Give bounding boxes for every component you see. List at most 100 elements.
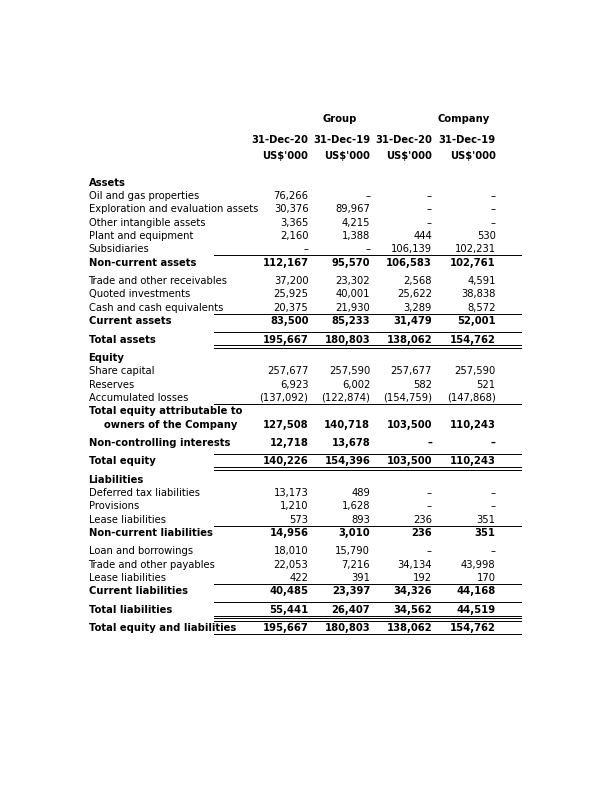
Text: 37,200: 37,200 [274, 276, 308, 286]
Text: Non-controlling interests: Non-controlling interests [88, 438, 230, 448]
Text: 140,226: 140,226 [263, 456, 308, 466]
Text: 192: 192 [413, 573, 432, 583]
Text: 6,923: 6,923 [280, 379, 308, 390]
Text: 52,001: 52,001 [457, 316, 496, 326]
Text: 89,967: 89,967 [335, 204, 370, 215]
Text: 23,397: 23,397 [332, 587, 370, 596]
Text: 351: 351 [477, 515, 496, 525]
Text: Non-current assets: Non-current assets [88, 257, 196, 268]
Text: Trade and other receivables: Trade and other receivables [88, 276, 227, 286]
Text: –: – [427, 204, 432, 215]
Text: 154,762: 154,762 [450, 335, 496, 345]
Text: Reserves: Reserves [88, 379, 134, 390]
Text: Total liabilities: Total liabilities [88, 604, 172, 615]
Text: Current assets: Current assets [88, 316, 171, 326]
Text: 391: 391 [351, 573, 370, 583]
Text: 76,266: 76,266 [273, 191, 308, 201]
Text: 34,326: 34,326 [394, 587, 432, 596]
Text: Current liabilities: Current liabilities [88, 587, 188, 596]
Text: 1,388: 1,388 [342, 231, 370, 241]
Text: 3,010: 3,010 [338, 528, 370, 538]
Text: Total equity and liabilities: Total equity and liabilities [88, 623, 236, 633]
Text: 102,231: 102,231 [454, 245, 496, 254]
Text: 236: 236 [413, 515, 432, 525]
Text: Share capital: Share capital [88, 366, 154, 376]
Text: 22,053: 22,053 [274, 560, 308, 570]
Text: –: – [490, 546, 496, 556]
Text: 12,718: 12,718 [270, 438, 308, 448]
Text: 140,718: 140,718 [324, 420, 370, 429]
Text: 257,590: 257,590 [454, 366, 496, 376]
Text: 44,519: 44,519 [457, 604, 496, 615]
Text: 103,500: 103,500 [386, 420, 432, 429]
Text: 110,243: 110,243 [450, 456, 496, 466]
Text: 530: 530 [477, 231, 496, 241]
Text: 195,667: 195,667 [263, 623, 308, 633]
Text: –: – [491, 438, 496, 448]
Text: 444: 444 [413, 231, 432, 241]
Text: 106,583: 106,583 [386, 257, 432, 268]
Text: Total equity attributable to: Total equity attributable to [88, 406, 242, 416]
Text: 21,930: 21,930 [335, 303, 370, 313]
Text: 25,925: 25,925 [273, 290, 308, 299]
Text: Liabilities: Liabilities [88, 475, 144, 485]
Text: 573: 573 [289, 515, 308, 525]
Text: –: – [490, 204, 496, 215]
Text: (147,868): (147,868) [447, 393, 496, 403]
Text: 13,678: 13,678 [332, 438, 370, 448]
Text: –: – [427, 438, 432, 448]
Text: US$'000: US$'000 [386, 151, 432, 161]
Text: Loan and borrowings: Loan and borrowings [88, 546, 192, 556]
Text: Provisions: Provisions [88, 501, 139, 512]
Text: 34,134: 34,134 [397, 560, 432, 570]
Text: Accumulated losses: Accumulated losses [88, 393, 188, 403]
Text: 4,215: 4,215 [341, 218, 370, 228]
Text: Company: Company [438, 115, 490, 124]
Text: 55,441: 55,441 [269, 604, 308, 615]
Text: 1,628: 1,628 [341, 501, 370, 512]
Text: –: – [490, 501, 496, 512]
Text: 195,667: 195,667 [263, 335, 308, 345]
Text: (154,759): (154,759) [383, 393, 432, 403]
Text: 38,838: 38,838 [461, 290, 496, 299]
Text: 30,376: 30,376 [274, 204, 308, 215]
Text: Lease liabilities: Lease liabilities [88, 515, 166, 525]
Text: 2,568: 2,568 [403, 276, 432, 286]
Text: Assets: Assets [88, 178, 126, 187]
Text: 102,761: 102,761 [450, 257, 496, 268]
Text: 6,002: 6,002 [342, 379, 370, 390]
Text: 127,508: 127,508 [263, 420, 308, 429]
Text: 180,803: 180,803 [325, 335, 370, 345]
Text: 154,762: 154,762 [450, 623, 496, 633]
Text: US$'000: US$'000 [262, 151, 308, 161]
Text: –: – [365, 191, 370, 201]
Text: –: – [427, 488, 432, 498]
Text: 170: 170 [477, 573, 496, 583]
Text: –: – [427, 191, 432, 201]
Text: 103,500: 103,500 [386, 456, 432, 466]
Text: 31,479: 31,479 [393, 316, 432, 326]
Text: 31-Dec-20: 31-Dec-20 [251, 135, 308, 144]
Text: 1,210: 1,210 [280, 501, 308, 512]
Text: 138,062: 138,062 [386, 335, 432, 345]
Text: –: – [303, 245, 308, 254]
Text: 25,622: 25,622 [397, 290, 432, 299]
Text: 20,375: 20,375 [274, 303, 308, 313]
Text: 112,167: 112,167 [262, 257, 308, 268]
Text: Exploration and evaluation assets: Exploration and evaluation assets [88, 204, 258, 215]
Text: –: – [490, 218, 496, 228]
Text: –: – [427, 501, 432, 512]
Text: Trade and other payables: Trade and other payables [88, 560, 215, 570]
Text: 34,562: 34,562 [393, 604, 432, 615]
Text: Plant and equipment: Plant and equipment [88, 231, 193, 241]
Text: 13,173: 13,173 [274, 488, 308, 498]
Text: (122,874): (122,874) [321, 393, 370, 403]
Text: 257,677: 257,677 [390, 366, 432, 376]
Text: 31-Dec-19: 31-Dec-19 [313, 135, 370, 144]
Text: 110,243: 110,243 [450, 420, 496, 429]
Text: 154,396: 154,396 [324, 456, 370, 466]
Text: –: – [490, 488, 496, 498]
Text: Subsidiaries: Subsidiaries [88, 245, 149, 254]
Text: Cash and cash equivalents: Cash and cash equivalents [88, 303, 223, 313]
Text: Deferred tax liabilities: Deferred tax liabilities [88, 488, 199, 498]
